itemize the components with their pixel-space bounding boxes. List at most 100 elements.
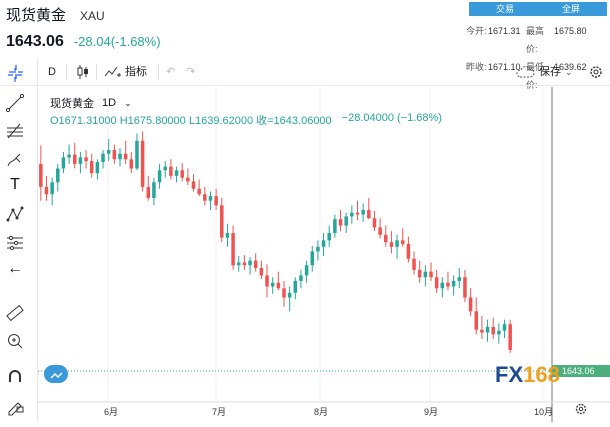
candle-body xyxy=(372,218,377,228)
open-label: 今开: xyxy=(466,26,487,36)
drawing-toolbar: T ← xyxy=(0,58,38,422)
candle-body xyxy=(56,168,60,183)
indicators-button[interactable]: 指标 xyxy=(104,58,147,86)
candle-body xyxy=(191,181,196,189)
candle-body xyxy=(135,140,139,169)
candle-body xyxy=(157,170,162,183)
candle-body xyxy=(361,209,365,215)
candle-body xyxy=(304,265,309,276)
candlestick-chart[interactable] xyxy=(38,87,610,422)
last-price: 1643.06 xyxy=(6,33,64,50)
candle-body xyxy=(406,244,411,259)
candle-body xyxy=(440,282,445,289)
candle-body xyxy=(344,216,348,226)
prev-close-value: 1671.10 xyxy=(488,62,521,72)
candle-body xyxy=(174,170,179,176)
legend-interval: 1D xyxy=(102,97,117,109)
candle-body xyxy=(468,297,473,312)
candle-body xyxy=(265,275,269,287)
candle-body xyxy=(474,311,478,330)
candle-body xyxy=(327,232,331,241)
candle-body xyxy=(451,280,456,287)
candle-body xyxy=(299,275,303,281)
low-value: 1639.62 xyxy=(554,62,587,72)
candle-body xyxy=(89,161,94,174)
cloud-icon xyxy=(516,66,535,78)
candle-body xyxy=(333,219,337,233)
candle-body xyxy=(129,159,134,169)
brush-icon[interactable] xyxy=(4,148,26,170)
toolbar-divider xyxy=(158,64,159,80)
axis-settings-gear-icon[interactable] xyxy=(574,402,588,421)
candle-body xyxy=(95,162,100,174)
candle-body xyxy=(169,166,173,176)
candle-body xyxy=(270,282,275,287)
x-axis-label: 8月 xyxy=(314,407,329,417)
candle-body xyxy=(84,157,88,162)
ruler-icon[interactable] xyxy=(4,302,26,324)
candle-body xyxy=(384,234,388,243)
candle-body xyxy=(316,246,320,252)
candle-body xyxy=(310,251,315,266)
candle-body xyxy=(508,324,512,350)
candle-body xyxy=(417,269,422,278)
candle-body xyxy=(101,153,105,163)
candle-type-icon[interactable] xyxy=(76,58,90,86)
arrow-left-icon[interactable]: ← xyxy=(7,260,23,277)
candle-body xyxy=(152,182,156,198)
candle-body xyxy=(463,277,467,298)
fib-tool-icon[interactable] xyxy=(4,120,26,142)
zoom-in-icon[interactable] xyxy=(4,330,26,352)
candle-body xyxy=(242,262,247,266)
candle-body xyxy=(106,150,111,154)
fullscreen-button[interactable]: 全屏 xyxy=(535,2,607,16)
legend-ohlc: O1671.31000 H1675.80000 L1639.62000 收=16… xyxy=(50,115,332,127)
high-value: 1675.80 xyxy=(554,26,587,36)
interval-button[interactable]: D xyxy=(48,66,56,78)
candle-body xyxy=(73,154,77,164)
cloud-sync-icon[interactable] xyxy=(44,365,68,383)
pattern-tool-icon[interactable] xyxy=(4,204,26,226)
price-chart[interactable] xyxy=(38,87,610,422)
candle-body xyxy=(480,329,484,333)
candle-body xyxy=(457,277,462,281)
crosshair-icon[interactable] xyxy=(8,58,30,86)
legend-change: −28.04000 (−1.68%) xyxy=(341,112,442,124)
candle-body xyxy=(112,150,117,160)
crosshair-tool-icon[interactable] xyxy=(4,64,26,86)
quote-stats: 今开: 1671.31 最高价: 1675.80 昨收: 1671.10 最低价… xyxy=(466,22,592,94)
x-axis-label: 7月 xyxy=(212,407,227,417)
trend-line-icon[interactable] xyxy=(4,92,26,114)
save-button[interactable]: 保存 ⌄ xyxy=(515,58,573,86)
candle-body xyxy=(412,258,416,270)
candle-body xyxy=(180,170,184,178)
open-value: 1671.31 xyxy=(488,26,521,36)
trade-button[interactable]: 交易 xyxy=(469,2,541,16)
indicator-icon xyxy=(104,66,121,77)
magnet-icon[interactable] xyxy=(4,366,26,388)
lock-draw-icon[interactable] xyxy=(4,394,26,416)
legend-name: 现货黄金 xyxy=(50,98,94,110)
settings-gear-icon[interactable] xyxy=(588,58,604,86)
candle-body xyxy=(434,277,439,289)
candle-body xyxy=(338,219,343,226)
text-tool-icon[interactable]: T xyxy=(10,176,20,193)
undo-icon[interactable]: ↶ xyxy=(166,66,176,78)
save-label: 保存 xyxy=(539,66,561,78)
candle-body xyxy=(146,186,151,198)
prev-close-label: 昨收: xyxy=(466,62,487,72)
candle-body xyxy=(214,196,218,206)
x-axis-label: 9月 xyxy=(424,407,439,417)
redo-icon[interactable]: ↷ xyxy=(186,66,196,78)
candle-body xyxy=(163,166,167,171)
candle-body xyxy=(491,326,495,335)
candle-body xyxy=(259,268,264,276)
candle-body xyxy=(231,232,235,266)
chevron-down-icon[interactable]: ⌄ xyxy=(124,97,132,108)
candle-body xyxy=(485,326,490,333)
chart-legend-title: 现货黄金 1D ⌄ xyxy=(50,95,132,111)
last-price-tag: 1643.06 xyxy=(552,365,610,377)
candle-body xyxy=(50,182,54,195)
x-axis-label: 10月 xyxy=(534,407,554,417)
forecast-tool-icon[interactable] xyxy=(4,232,26,254)
